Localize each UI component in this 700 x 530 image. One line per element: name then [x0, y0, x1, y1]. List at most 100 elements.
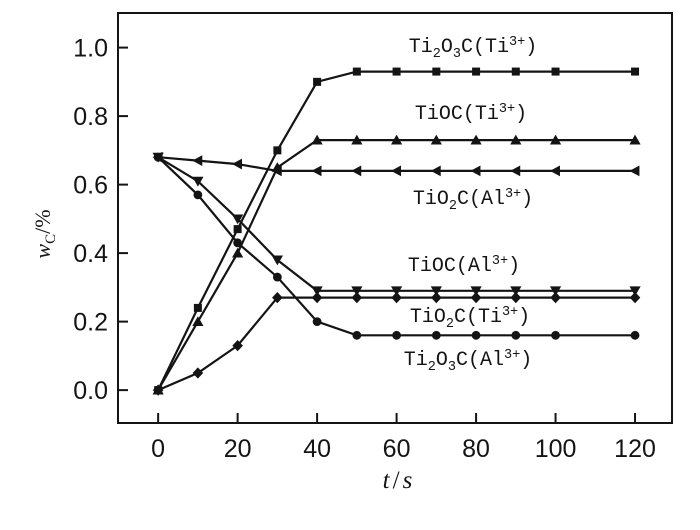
- series-line: [158, 156, 635, 172]
- x-axis-tick-label: 20: [224, 435, 252, 463]
- marker-square: [432, 67, 441, 76]
- y-axis-tick-label: 1.0: [73, 35, 108, 63]
- marker-triangle-up: [192, 316, 204, 327]
- x-axis-title: t/s: [383, 467, 416, 494]
- marker-triangle-down: [470, 286, 482, 297]
- marker-diamond: [431, 292, 442, 304]
- series-annotation-label: TiOC(Ti3+): [415, 102, 527, 126]
- marker-circle: [153, 152, 163, 162]
- series-annotation-label: Ti2O3C(Ti3+): [409, 35, 537, 62]
- y-axis-tick-label: 0.0: [73, 377, 108, 405]
- x-axis-tick-label: 120: [614, 435, 656, 463]
- y-axis-tick-label: 0.2: [73, 309, 108, 337]
- marker-triangle-down: [311, 286, 323, 297]
- series-line: [157, 139, 635, 391]
- marker-triangle-left: [510, 165, 521, 177]
- marker-diamond: [510, 292, 522, 304]
- marker-circle: [392, 330, 401, 340]
- marker-diamond: [351, 292, 363, 304]
- marker-diamond: [311, 292, 323, 304]
- series-TiO2C(Ti3+): TiO2C(Ti3+): [152, 292, 641, 396]
- series-annotation-label: TiOC(Al3+): [408, 254, 520, 278]
- series-annotation-label: Ti2O3C(Al3+): [404, 348, 532, 375]
- marker-diamond: [470, 292, 482, 304]
- x-axis-tick-label: 80: [462, 435, 490, 463]
- marker-triangle-up: [232, 247, 244, 258]
- marker-triangle-down: [430, 286, 442, 297]
- marker-square: [511, 67, 520, 76]
- marker-triangle-left: [629, 165, 640, 177]
- marker-diamond: [272, 292, 283, 304]
- marker-triangle-left: [192, 155, 203, 167]
- marker-circle: [352, 330, 362, 340]
- x-axis-tick-label: 0: [151, 435, 165, 463]
- marker-triangle-down: [192, 176, 204, 187]
- marker-circle: [630, 330, 640, 340]
- marker-triangle-up: [470, 134, 482, 145]
- marker-triangle-down: [549, 286, 562, 297]
- marker-circle: [471, 330, 481, 340]
- marker-square: [313, 77, 322, 86]
- marker-triangle-down: [271, 255, 283, 266]
- marker-triangle-left: [351, 165, 362, 177]
- x-axis-tick-label: 40: [303, 435, 331, 463]
- marker-triangle-up: [390, 134, 403, 145]
- marker-circle: [272, 272, 282, 282]
- series-annotation-label: TiO2C(Ti3+): [410, 305, 530, 332]
- marker-triangle-up: [430, 134, 442, 145]
- series-TiOC(Ti3+): TiOC(Ti3+): [152, 102, 641, 395]
- marker-triangle-down: [390, 286, 403, 297]
- marker-triangle-left: [311, 165, 322, 177]
- y-axis-tick-label: 0.8: [73, 103, 108, 131]
- marker-triangle-left: [470, 165, 481, 177]
- series-line: [157, 156, 635, 337]
- marker-circle: [511, 330, 521, 340]
- marker-triangle-down: [510, 286, 522, 297]
- marker-triangle-down: [629, 286, 641, 297]
- marker-circle: [551, 330, 560, 340]
- marker-triangle-down: [232, 214, 244, 225]
- marker-triangle-left: [549, 165, 560, 177]
- marker-circle: [312, 317, 322, 327]
- marker-square: [472, 67, 481, 76]
- marker-circle: [193, 190, 203, 200]
- series-line: [157, 70, 635, 391]
- marker-square: [392, 67, 401, 76]
- x-axis: 0 20 40 60 80 100 120: [151, 413, 656, 463]
- marker-square: [273, 146, 282, 155]
- marker-triangle-up: [311, 134, 323, 145]
- marker-diamond: [152, 384, 164, 396]
- marker-triangle-left: [430, 165, 441, 177]
- marker-circle: [233, 238, 243, 248]
- marker-diamond: [391, 292, 402, 304]
- y-axis: 0.0 0.2 0.4 0.6 0.8 1.0: [73, 35, 128, 405]
- x-axis-tick-label: 60: [383, 435, 411, 463]
- marker-triangle-up: [510, 134, 522, 145]
- plot-frame: [117, 12, 673, 424]
- x-axis-tick-label: 100: [535, 435, 577, 463]
- series-TiO2C(Al3+): TiO2C(Al3+): [152, 151, 640, 214]
- y-axis-title: wC/%: [30, 209, 59, 258]
- series-Ti2O3C(Al3+): Ti2O3C(Al3+): [153, 152, 640, 375]
- series-TiOC(Al3+): TiOC(Al3+): [152, 152, 641, 297]
- series-annotation-label: TiO2C(Al3+): [413, 187, 533, 214]
- marker-triangle-left: [232, 158, 243, 170]
- marker-square: [551, 67, 560, 76]
- marker-square: [631, 67, 640, 76]
- marker-square: [352, 67, 361, 76]
- series-line: [157, 296, 635, 392]
- marker-diamond: [192, 367, 204, 379]
- y-axis-tick-label: 0.6: [73, 172, 108, 200]
- marker-diamond: [629, 292, 641, 304]
- marker-square: [233, 225, 242, 234]
- marker-square: [193, 303, 202, 312]
- marker-triangle-left: [390, 165, 401, 177]
- marker-circle: [431, 330, 441, 340]
- marker-diamond: [232, 339, 243, 352]
- marker-diamond: [550, 292, 561, 304]
- series-Ti2O3C(Ti3+): Ti2O3C(Ti3+): [154, 35, 640, 395]
- marker-triangle-up: [629, 134, 641, 145]
- marker-triangle-left: [271, 165, 282, 177]
